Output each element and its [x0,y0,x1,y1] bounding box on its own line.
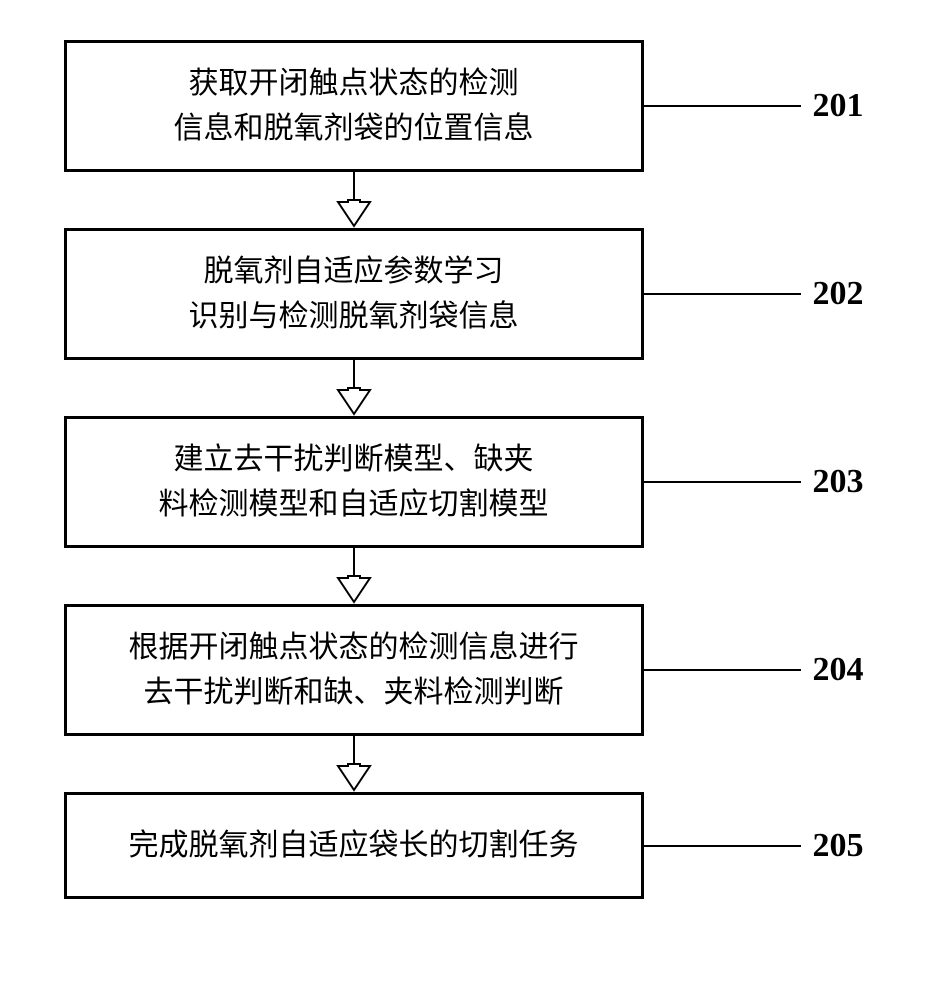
arrow-2 [64,360,644,416]
step-box-2: 脱氧剂自适应参数学习 识别与检测脱氧剂袋信息 [64,228,644,360]
flowchart-container: 获取开闭触点状态的检测 信息和脱氧剂袋的位置信息 201 脱氧剂自适应参数学习 … [64,40,864,899]
step-box-5: 完成脱氧剂自适应袋长的切割任务 [64,792,644,899]
hline-2 [644,293,801,295]
arrow-down-icon [334,172,374,228]
arrow-down-icon [334,548,374,604]
step-text-3-line1: 建立去干扰判断模型、缺夹 [91,437,617,482]
step-box-3: 建立去干扰判断模型、缺夹 料检测模型和自适应切割模型 [64,416,644,548]
arrow-4 [64,736,644,792]
step-label-3: 203 [813,463,864,501]
step-row-1: 获取开闭触点状态的检测 信息和脱氧剂袋的位置信息 201 [64,40,864,172]
label-connector-5: 205 [644,827,864,865]
step-box-1: 获取开闭触点状态的检测 信息和脱氧剂袋的位置信息 [64,40,644,172]
hline-5 [644,845,801,847]
step-label-5: 205 [813,827,864,865]
hline-3 [644,481,801,483]
step-text-1-line2: 信息和脱氧剂袋的位置信息 [91,106,617,151]
step-row-4: 根据开闭触点状态的检测信息进行 去干扰判断和缺、夹料检测判断 204 [64,604,864,736]
step-text-2-line2: 识别与检测脱氧剂袋信息 [91,294,617,339]
step-row-2: 脱氧剂自适应参数学习 识别与检测脱氧剂袋信息 202 [64,228,864,360]
label-connector-2: 202 [644,275,864,313]
label-connector-4: 204 [644,651,864,689]
step-row-3: 建立去干扰判断模型、缺夹 料检测模型和自适应切割模型 203 [64,416,864,548]
step-label-1: 201 [813,87,864,125]
label-connector-3: 203 [644,463,864,501]
step-text-2-line1: 脱氧剂自适应参数学习 [91,249,617,294]
arrow-1 [64,172,644,228]
arrow-down-icon [334,736,374,792]
step-box-4: 根据开闭触点状态的检测信息进行 去干扰判断和缺、夹料检测判断 [64,604,644,736]
label-connector-1: 201 [644,87,864,125]
step-label-4: 204 [813,651,864,689]
arrow-3 [64,548,644,604]
step-text-4-line1: 根据开闭触点状态的检测信息进行 [91,625,617,670]
arrow-down-icon [334,360,374,416]
step-text-1-line1: 获取开闭触点状态的检测 [91,61,617,106]
step-label-2: 202 [813,275,864,313]
hline-4 [644,669,801,671]
step-row-5: 完成脱氧剂自适应袋长的切割任务 205 [64,792,864,899]
step-text-3-line2: 料检测模型和自适应切割模型 [91,482,617,527]
step-text-5-line1: 完成脱氧剂自适应袋长的切割任务 [91,823,617,868]
step-text-4-line2: 去干扰判断和缺、夹料检测判断 [91,670,617,715]
hline-1 [644,105,801,107]
